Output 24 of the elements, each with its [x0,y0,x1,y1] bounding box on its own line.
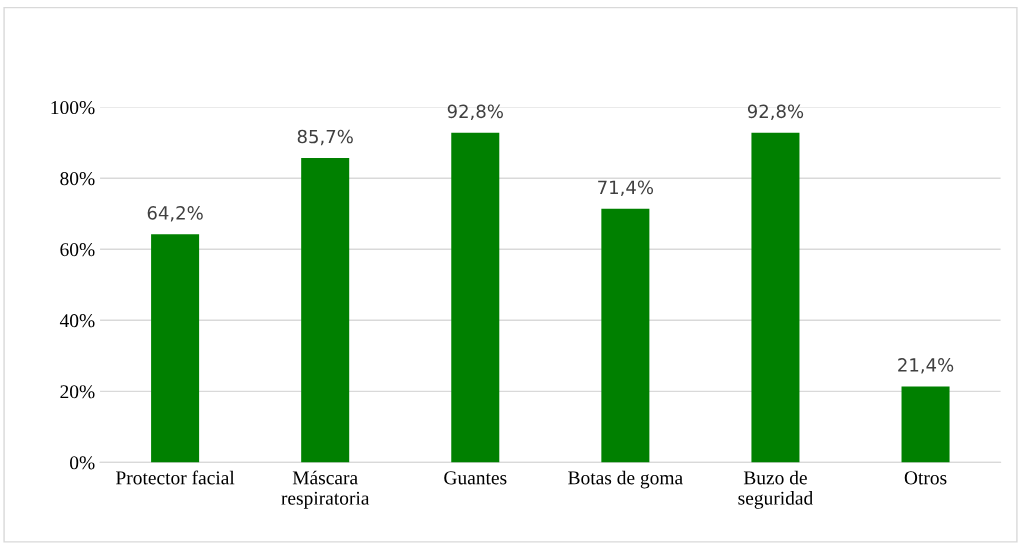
x-tick-label: Protector facial [116,470,235,485]
data-label: 21,4% [898,358,954,374]
data-label: 85,7% [297,129,353,146]
bar [901,386,950,463]
bar [751,132,800,463]
x-tick-label: Buzo de seguridad [738,470,814,509]
data-label: 92,8% [747,104,804,120]
x-tick-label: Otros [904,471,947,485]
data-label: 92,8% [447,104,503,120]
bar [151,234,200,463]
bar [301,157,350,463]
x-tick-label: Guantes [444,471,507,485]
data-label: 71,4% [598,180,654,196]
x-tick-label: Botas de goma [568,470,683,489]
bar [451,132,500,463]
y-tick-label: 20% [60,385,95,399]
data-label: 64,2% [147,206,203,222]
y-tick-label: 40% [59,314,95,328]
x-tick-label: Máscara respiratoria [281,470,370,509]
bar [601,208,650,463]
y-tick-label: 0% [70,456,95,470]
y-tick-label: 60% [60,243,95,257]
y-tick-label: 80% [60,172,95,186]
y-tick-label: 100% [51,100,95,115]
